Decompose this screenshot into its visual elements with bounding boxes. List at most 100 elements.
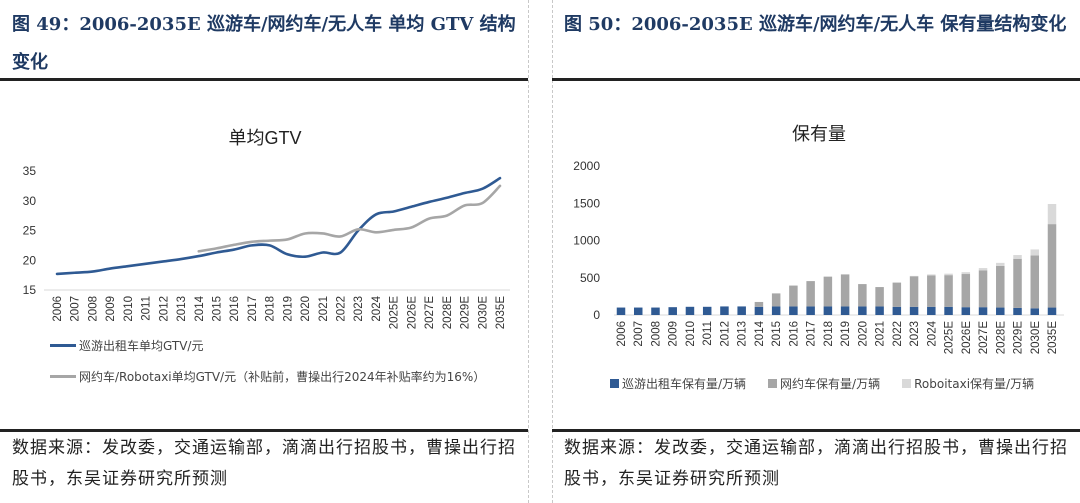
bar-segment-taxi bbox=[616, 307, 626, 315]
legend-label-robotaxi: Roboitaxi保有量/万辆 bbox=[914, 377, 1035, 391]
bar-segment-taxi bbox=[668, 307, 677, 315]
x-tick-label: 2019 bbox=[282, 296, 294, 322]
figure-49-title: 图 49：2006-2035E 巡游车/网约车/无人车 单均 GTV 结构变化 bbox=[12, 14, 516, 73]
legend-item-taxi: 巡游出租车保有量/万辆 bbox=[610, 375, 746, 392]
x-tick-label: 2006 bbox=[52, 296, 64, 322]
x-tick-label: 2016 bbox=[788, 321, 800, 347]
x-tick-label: 2008 bbox=[650, 321, 662, 347]
x-tick-label: 2013 bbox=[176, 296, 188, 322]
x-tick-label: 2008 bbox=[87, 296, 99, 322]
legend-item-robotaxi: Roboitaxi保有量/万辆 bbox=[902, 375, 1034, 392]
bar-segment-taxi bbox=[892, 306, 902, 315]
bar-segment-robotaxi bbox=[927, 274, 936, 276]
x-tick-label: 2021 bbox=[318, 296, 330, 322]
x-tick-label: 2011 bbox=[141, 296, 153, 321]
x-tick-label: 2009 bbox=[105, 296, 117, 322]
x-tick-label: 2035E bbox=[495, 296, 507, 330]
bar-segment-robotaxi bbox=[961, 272, 971, 275]
x-tick-label: 2018 bbox=[265, 296, 277, 322]
y-tick-label: 25 bbox=[23, 224, 37, 238]
x-tick-label: 2020 bbox=[857, 321, 869, 347]
bar-segment-ridehailing bbox=[978, 270, 988, 308]
panel-divider bbox=[528, 0, 529, 503]
fleet-stacked-bar-chart: 保有量 0 500 1000 1500 2000 2006 2007 2008 2009 2010… bbox=[573, 124, 1064, 355]
bar-segment-taxi bbox=[1013, 307, 1022, 315]
figure-50-source: 数据来源：发改委，交通运输部，滴滴出行招股书，曹操出行招股书，东吴证券研究所预测 bbox=[564, 438, 1068, 489]
x-tick-label: 2006 bbox=[616, 321, 628, 347]
bar-segment-robotaxi bbox=[1013, 255, 1022, 259]
y-tick-label: 500 bbox=[580, 271, 600, 285]
y-tick-label: 35 bbox=[23, 164, 37, 178]
source-rule bbox=[552, 429, 1080, 432]
bar-segment-robotaxi bbox=[1047, 203, 1057, 225]
legend-swatch-taxi bbox=[50, 344, 76, 347]
bar-segment-ridehailing bbox=[771, 293, 781, 307]
y-tick-label: 15 bbox=[23, 283, 37, 297]
bar-segment-taxi bbox=[909, 306, 919, 315]
bar-segment-taxi bbox=[754, 306, 764, 315]
bar-segment-taxi bbox=[944, 306, 953, 315]
x-tick-label: 2027E bbox=[424, 296, 436, 330]
panel-divider bbox=[552, 0, 553, 503]
x-tick-label: 2014 bbox=[754, 320, 766, 346]
bar-segment-ridehailing bbox=[892, 282, 902, 307]
bar-segment-ridehailing bbox=[1030, 255, 1040, 309]
bar-segment-ridehailing bbox=[875, 287, 884, 307]
x-tick-label: 2027E bbox=[978, 321, 990, 355]
bar-segment-ridehailing bbox=[789, 285, 798, 307]
bar-segment-ridehailing bbox=[996, 265, 1005, 308]
x-tick-label: 2026E bbox=[961, 321, 973, 355]
legend-label-ridehailing: 网约车保有量/万辆 bbox=[780, 377, 881, 391]
x-tick-label: 2025E bbox=[944, 321, 956, 355]
legend-item-ridehailing: 网约车/Robotaxi单均GTV/元（补贴前，曹操出行2024年补贴率约为16… bbox=[50, 368, 485, 385]
x-tick-label: 2020 bbox=[300, 296, 312, 322]
x-tick-label: 2013 bbox=[737, 321, 749, 347]
x-tick-label: 2010 bbox=[685, 321, 697, 347]
x-tick-label: 2015 bbox=[771, 321, 783, 347]
legend-label-taxi: 巡游出租车保有量/万辆 bbox=[622, 377, 747, 391]
figure-50-title: 图 50：2006-2035E 巡游车/网约车/无人车 保有量结构变化 bbox=[564, 14, 1067, 35]
x-tick-label: 2017 bbox=[806, 321, 818, 347]
legend-swatch-ridehailing bbox=[50, 375, 76, 378]
x-tick-label: 2012 bbox=[158, 296, 170, 322]
x-tick-label: 2017 bbox=[247, 296, 259, 322]
bar-segment-taxi bbox=[685, 306, 695, 315]
legend-item-ridehailing: 网约车保有量/万辆 bbox=[768, 375, 880, 392]
bar-segment-taxi bbox=[840, 306, 850, 315]
bar-segment-robotaxi bbox=[1030, 249, 1040, 256]
legend-label-ridehailing: 网约车/Robotaxi单均GTV/元（补贴前，曹操出行2024年补贴率约为16… bbox=[79, 370, 486, 384]
y-tick-label: 1000 bbox=[573, 234, 600, 248]
x-tick-label: 2012 bbox=[719, 321, 731, 347]
bar-segment-ridehailing bbox=[961, 274, 971, 308]
x-tick-label: 2009 bbox=[668, 321, 680, 347]
bar-segment-taxi bbox=[875, 306, 884, 315]
bar-segment-taxi bbox=[633, 307, 643, 315]
legend-item-taxi: 巡游出租车单均GTV/元 bbox=[50, 337, 485, 354]
bar-segment-taxi bbox=[720, 306, 729, 315]
bar-segment-ridehailing bbox=[823, 276, 833, 307]
x-tick-label: 2022 bbox=[336, 296, 348, 322]
series-line-taxi bbox=[55, 176, 502, 276]
x-tick-label: 2007 bbox=[70, 296, 82, 322]
x-tick-label: 2007 bbox=[633, 321, 645, 347]
x-tick-label: 2029E bbox=[460, 296, 472, 330]
bar-segment-taxi bbox=[1047, 307, 1057, 315]
bar-segment-taxi bbox=[961, 307, 971, 315]
x-tick-label: 2030E bbox=[477, 296, 489, 330]
bar-segment-robotaxi bbox=[978, 268, 988, 271]
gtv-line-chart: 单均GTV 15 20 25 30 35 2006 2007 2008 2009 2010 2011… bbox=[23, 128, 510, 330]
x-tick-label: 2024 bbox=[371, 295, 383, 321]
fleet-legend: 巡游出租车保有量/万辆 网约车保有量/万辆 Roboitaxi保有量/万辆 bbox=[610, 375, 1034, 392]
bar-segment-taxi bbox=[823, 306, 833, 315]
y-tick-label: 20 bbox=[23, 253, 37, 267]
x-tick-label: 2026E bbox=[406, 296, 418, 330]
source-rule bbox=[0, 429, 528, 432]
x-tick-label: 2019 bbox=[840, 321, 852, 347]
y-tick-label: 1500 bbox=[573, 196, 600, 210]
series-line-ridehailing bbox=[197, 184, 502, 253]
x-tick-label: 2010 bbox=[123, 296, 135, 322]
y-tick-label: 0 bbox=[593, 308, 600, 322]
legend-swatch-robotaxi bbox=[902, 379, 912, 388]
x-tick-label: 2011 bbox=[702, 321, 714, 346]
bar-segment-ridehailing bbox=[909, 276, 919, 307]
